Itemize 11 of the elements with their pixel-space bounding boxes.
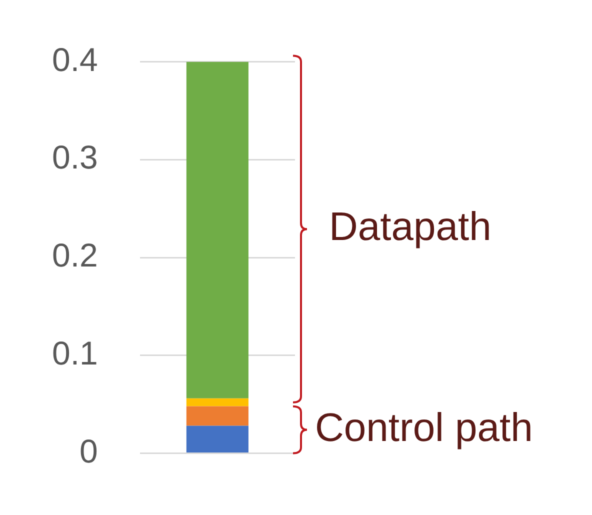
bar bbox=[186, 426, 248, 452]
y-tick-label: 0.1 bbox=[52, 334, 98, 372]
y-tick-label: 0.3 bbox=[52, 138, 98, 176]
bar bbox=[186, 398, 248, 406]
bar bbox=[186, 406, 248, 426]
y-tick-label: 0 bbox=[80, 432, 98, 470]
text: Datapath bbox=[329, 205, 492, 250]
y-tick-label: 0.4 bbox=[52, 40, 98, 78]
y-tick-label: 0.2 bbox=[52, 236, 98, 274]
text: Control path bbox=[315, 406, 533, 450]
bar bbox=[186, 62, 248, 398]
